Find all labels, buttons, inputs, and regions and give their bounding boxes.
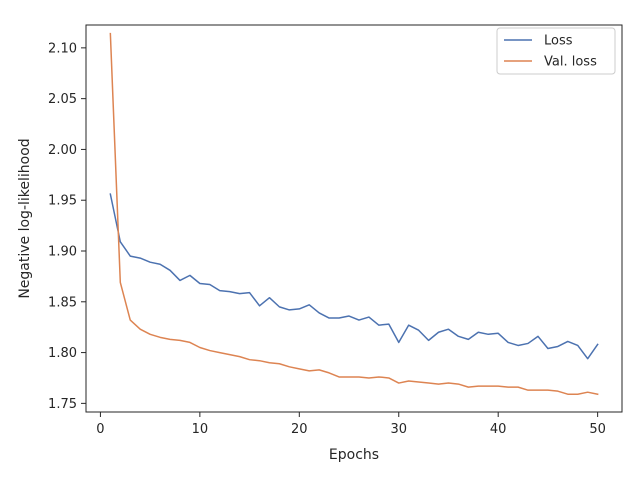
y-axis-label: Negative log-likelihood — [17, 138, 33, 298]
y-axis-ticks: 1.75 1.80 1.85 1.90 1.95 2.00 2.05 2.10 — [48, 41, 86, 412]
x-axis-ticks: 0 10 20 30 40 50 — [96, 412, 606, 437]
y-tick-label: 1.90 — [48, 245, 77, 260]
plot-lines — [109, 32, 599, 396]
x-axis-label: Epochs — [329, 447, 379, 463]
series-line-0 — [109, 193, 599, 360]
y-tick-label: 1.75 — [48, 397, 77, 412]
series-line-1 — [109, 32, 599, 396]
y-tick-label: 2.00 — [48, 143, 77, 158]
x-tick-label: 30 — [390, 422, 407, 437]
x-tick-label: 50 — [589, 422, 606, 437]
x-tick-label: 40 — [490, 422, 507, 437]
legend-label-0: Loss — [544, 34, 573, 49]
x-tick-label: 20 — [291, 422, 308, 437]
y-tick-label: 2.10 — [48, 41, 77, 56]
plot-frame — [85, 24, 623, 413]
y-tick-label: 1.85 — [48, 295, 77, 310]
y-tick-label: 1.80 — [48, 346, 77, 361]
y-tick-label: 1.95 — [48, 194, 77, 209]
x-tick-label: 0 — [96, 422, 104, 437]
x-tick-label: 10 — [192, 422, 209, 437]
legend: Loss Val. loss — [496, 27, 616, 75]
y-tick-label: 2.05 — [48, 92, 77, 107]
legend-label-1: Val. loss — [544, 55, 597, 70]
